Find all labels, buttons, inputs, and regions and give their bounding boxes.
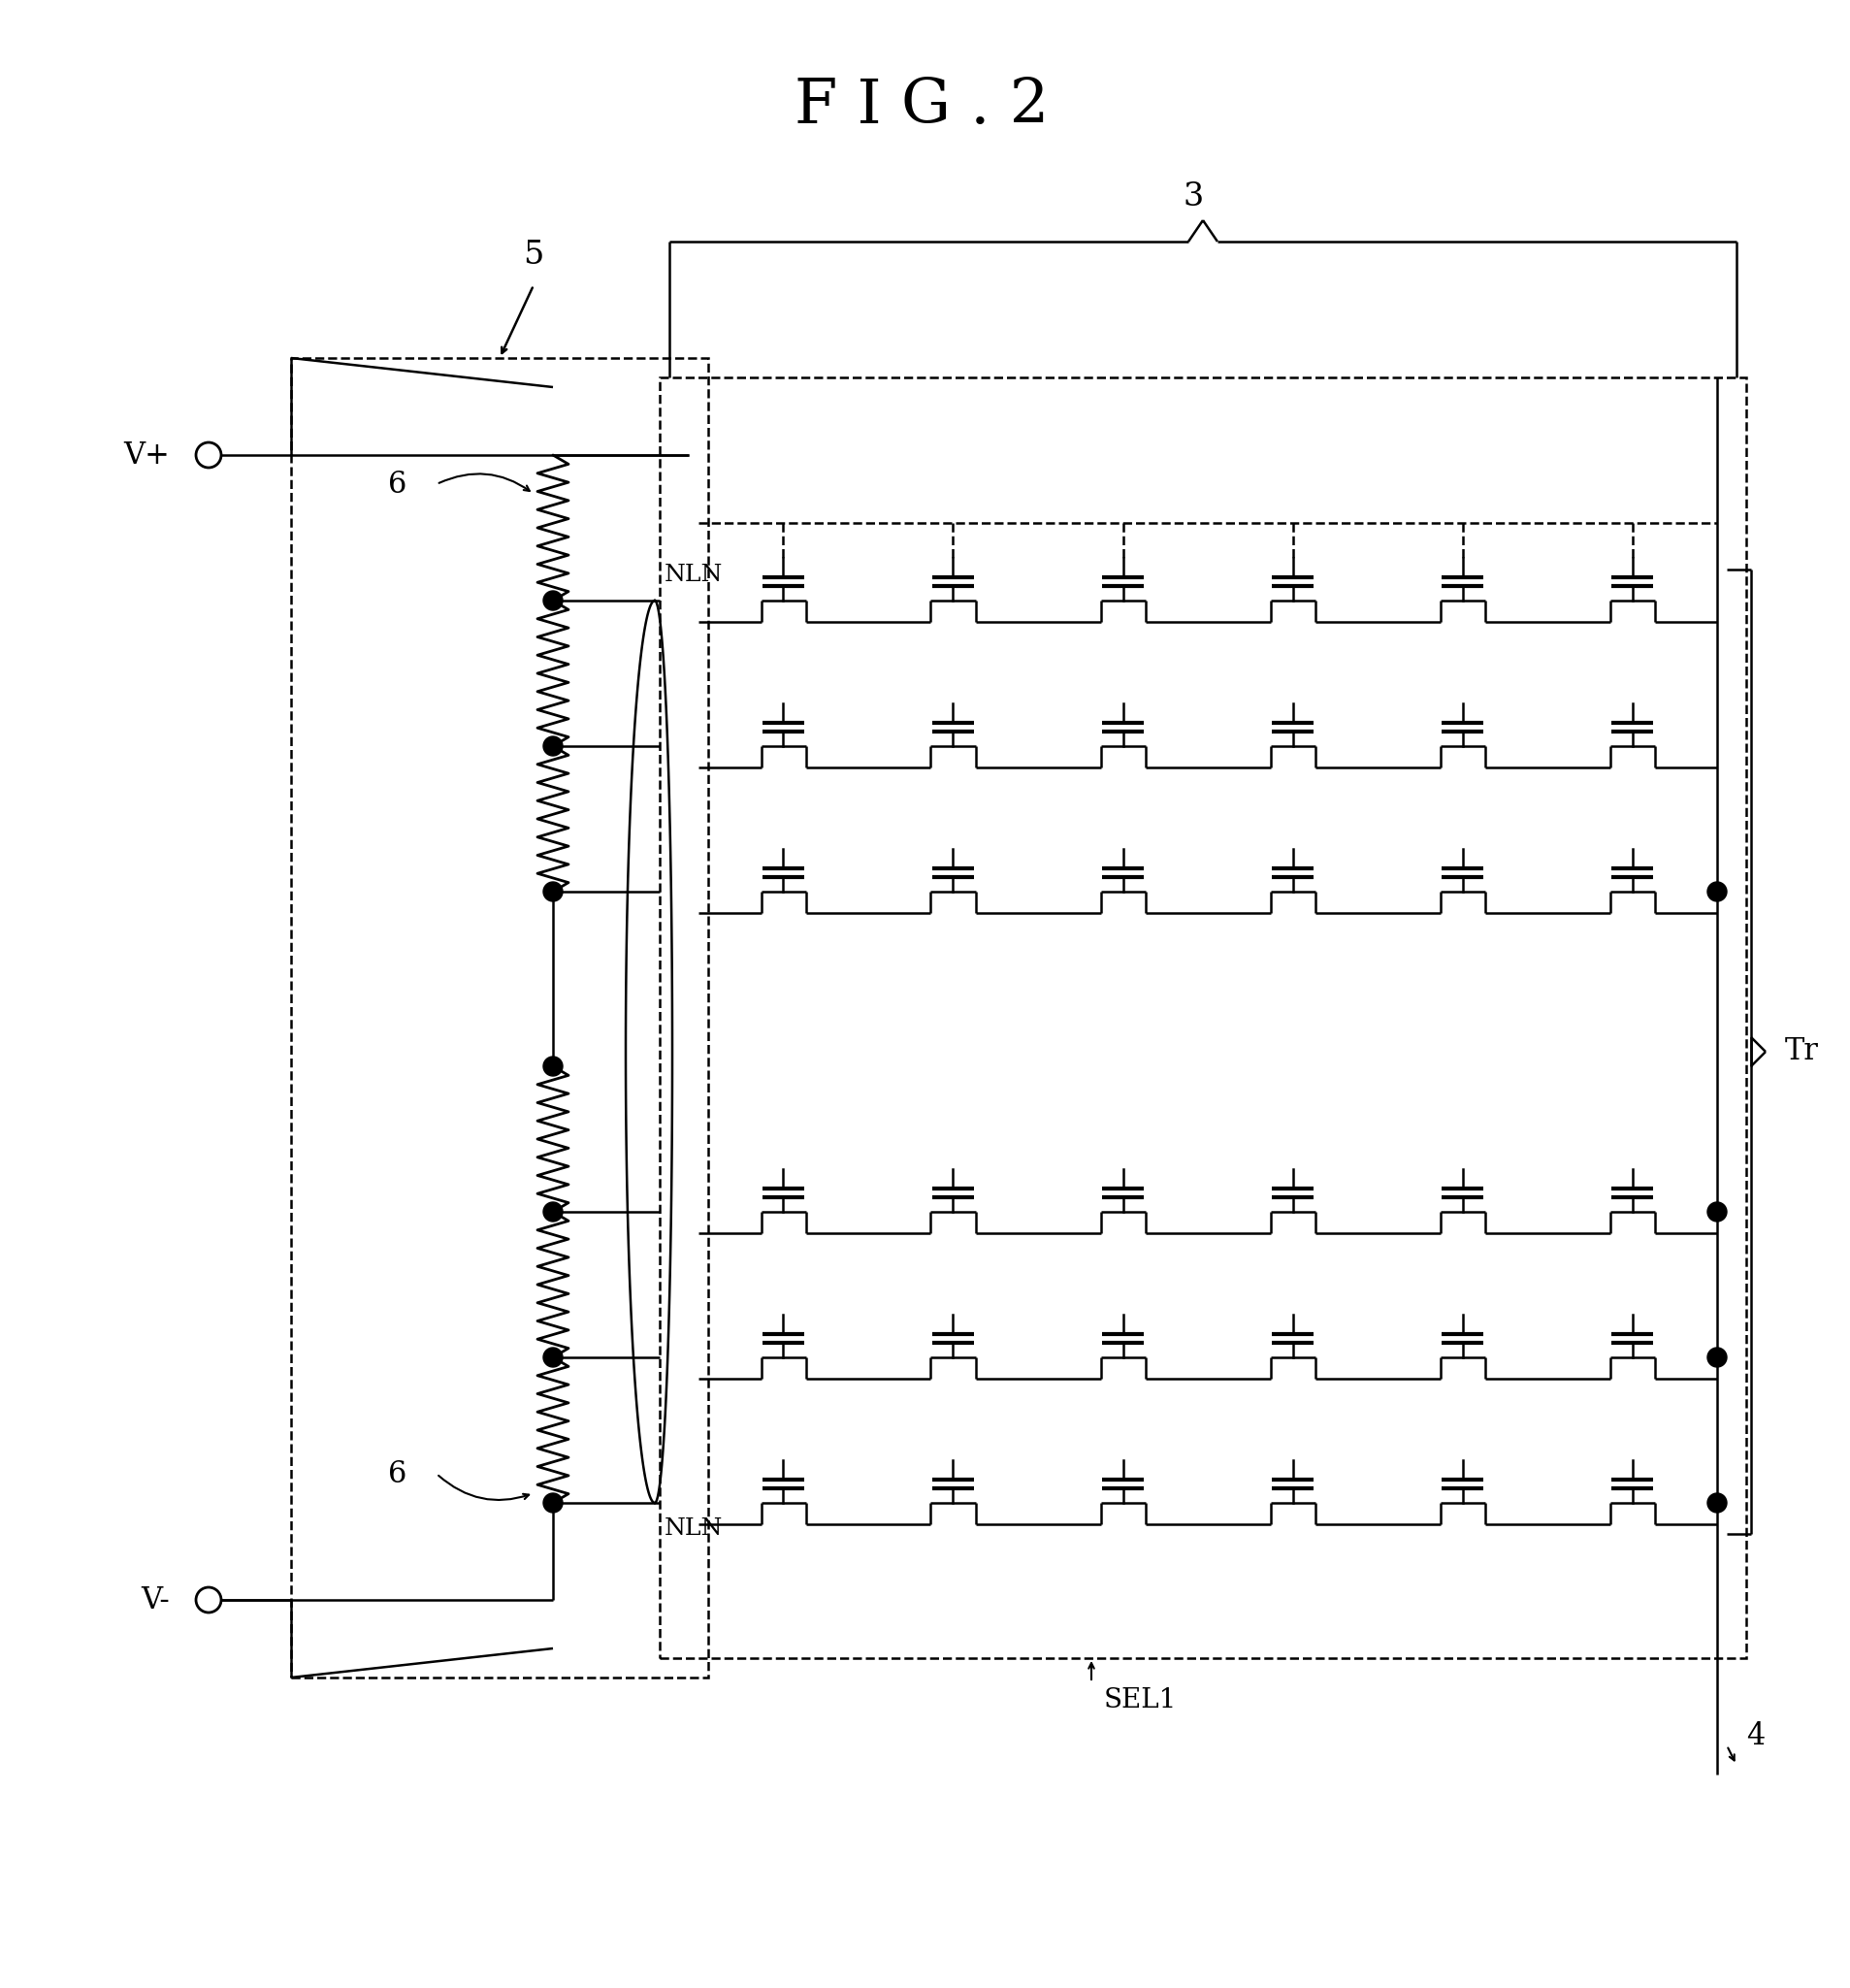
Text: 5: 5 <box>524 241 544 270</box>
Text: 6: 6 <box>388 1459 407 1489</box>
Text: V+: V+ <box>124 439 170 469</box>
Text: V-: V- <box>141 1584 170 1614</box>
Text: 6: 6 <box>388 469 407 499</box>
Text: SEL1: SEL1 <box>1103 1688 1177 1714</box>
Text: F I G . 2: F I G . 2 <box>794 76 1049 135</box>
Bar <box>660 378 1746 1658</box>
Text: Tr: Tr <box>1785 1036 1819 1068</box>
Circle shape <box>1708 1203 1726 1221</box>
Text: 3: 3 <box>1182 181 1204 213</box>
Circle shape <box>544 1056 562 1076</box>
Text: NLN: NLN <box>664 565 723 586</box>
Bar <box>290 358 709 1678</box>
Text: 4: 4 <box>1746 1722 1765 1751</box>
Circle shape <box>544 736 562 755</box>
Circle shape <box>544 1493 562 1513</box>
Circle shape <box>544 1348 562 1368</box>
Circle shape <box>1708 1348 1726 1368</box>
Circle shape <box>544 590 562 610</box>
Circle shape <box>544 1203 562 1221</box>
Text: NLN: NLN <box>664 1517 723 1541</box>
Circle shape <box>544 883 562 901</box>
Circle shape <box>1708 1493 1726 1513</box>
Circle shape <box>1708 883 1726 901</box>
